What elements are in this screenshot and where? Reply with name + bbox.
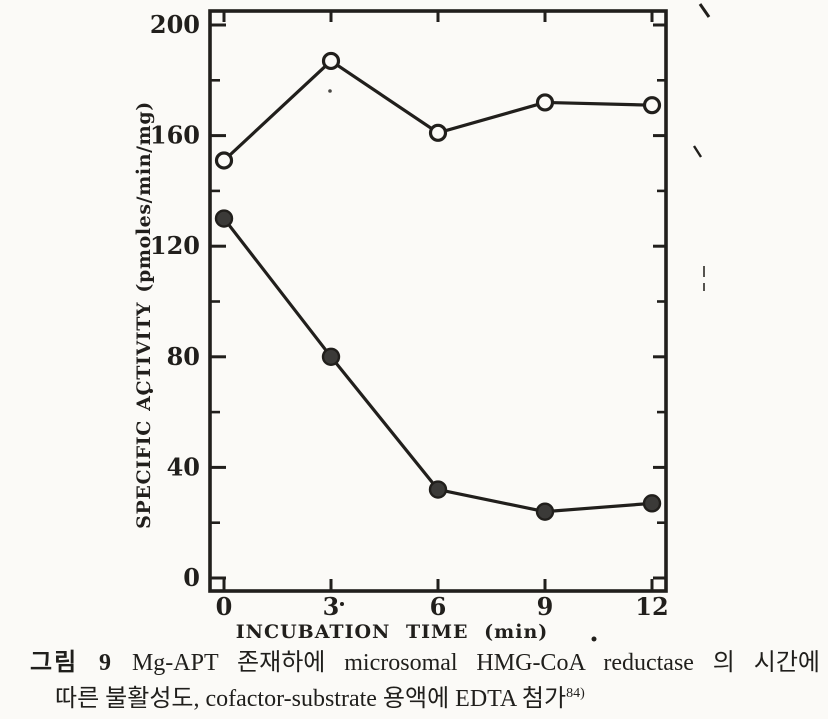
y-tick-label: 80	[167, 342, 200, 371]
open-circle-marker	[214, 151, 234, 170]
caption-text-line2: 따른 불활성도, cofactor-substrate 용액에 EDTA 첨가	[55, 686, 567, 712]
caption-line-1: 그림 9 Mg-APT 존재하에 microsomal HMG-CoA redu…	[0, 646, 828, 680]
y-tick-label: 200	[150, 10, 200, 39]
y-tick-label: 0	[183, 563, 200, 592]
filled-circle-marker	[321, 347, 341, 366]
scan-artifact-slash-right	[692, 145, 703, 158]
open-circle-marker	[642, 96, 662, 115]
scan-artifact-dot-ylabel	[149, 389, 153, 393]
open-circle-series-line	[222, 59, 653, 162]
scan-artifact-dot-plot	[328, 89, 332, 93]
x-tick-label: 12	[635, 592, 668, 621]
scan-artifact-dot-after-3	[340, 602, 344, 606]
filled-circle-marker	[214, 209, 234, 228]
plot-frame	[208, 9, 668, 593]
x-tick-label: 6	[430, 592, 447, 621]
y-tick-label: 160	[150, 121, 200, 150]
y-axis-title: SPECIFIC ACTIVITY (pmoles/min/mg)	[133, 101, 155, 529]
scan-artifact-dot-below-xlabel	[591, 636, 597, 642]
open-circle-marker	[535, 93, 555, 112]
open-circle-marker	[428, 123, 448, 142]
open-circle-marker	[321, 51, 341, 71]
filled-circle-marker	[428, 480, 448, 499]
y-tick-label: 40	[167, 452, 200, 481]
filled-circle-marker	[642, 494, 662, 513]
x-tick-label: 0	[216, 592, 233, 621]
y-tick-label: 120	[150, 231, 200, 260]
figure-caption: 그림 9 Mg-APT 존재하에 microsomal HMG-CoA redu…	[0, 646, 828, 716]
x-tick-label: 9	[537, 592, 554, 621]
figure-number: 그림 9	[30, 650, 114, 676]
caption-text-line1: Mg-APT 존재하에 microsomal HMG-CoA reductase…	[131, 650, 821, 676]
reference-mark: 84)	[566, 686, 585, 701]
x-axis-title: INCUBATION TIME (min)	[236, 621, 549, 643]
caption-line-2: 따른 불활성도, cofactor-substrate 용액에 EDTA 첨가8…	[0, 682, 828, 716]
x-tick-label: 3	[323, 592, 340, 621]
filled-circle-series-line	[222, 217, 653, 514]
scan-artifact-slash-top-right	[698, 3, 711, 18]
filled-circle-marker	[535, 502, 555, 521]
activity-line-chart: 0 40 80 120 160 200 0 3 6 9 12 INCUBATION TIME (min…	[133, 3, 711, 643]
